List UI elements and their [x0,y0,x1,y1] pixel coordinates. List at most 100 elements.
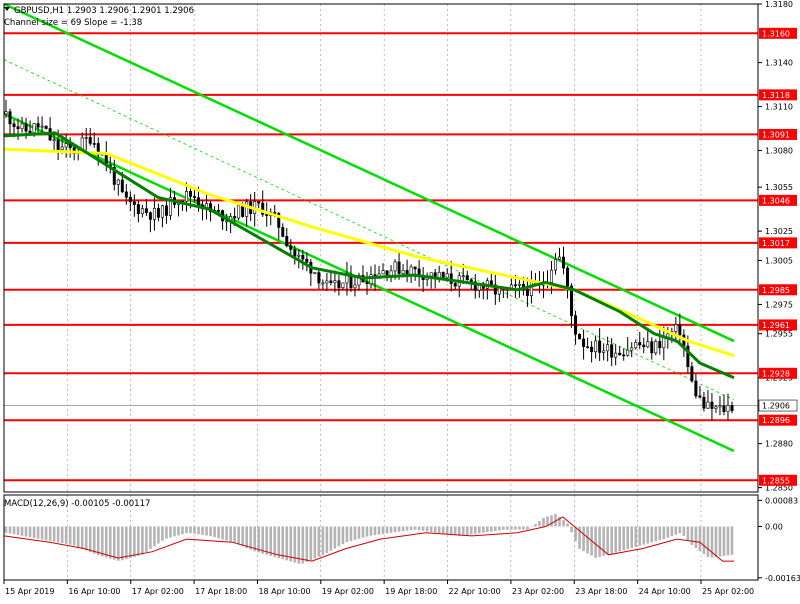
candle-body [93,143,95,144]
candle-body [53,140,55,141]
macd-bar [707,526,710,556]
macd-bar [646,526,649,543]
macd-bar [141,526,144,554]
candle-body [622,355,624,356]
macd-bar [85,526,88,550]
candle-body [518,284,520,285]
candle-body [699,396,701,397]
macd-bar [699,526,702,551]
macd-bar [249,526,252,549]
candle-body [298,255,300,256]
candle-body [695,381,697,396]
macd-bar [426,526,429,531]
candle-body [153,208,155,219]
candle-body [45,126,47,128]
candle-body [25,124,27,131]
macd-bar [185,526,188,533]
macd-bar [606,526,609,554]
macd-bar [550,515,553,526]
ma-fast-line [4,133,734,378]
macd-bar [121,526,124,560]
candle-body [57,140,59,150]
macd-bar [494,526,497,531]
candle-body [193,196,195,197]
macd-y-tick-label: 0.00 [765,522,783,531]
macd-bar [626,526,629,549]
macd-bar [302,526,305,563]
macd-bar [326,526,329,553]
candle-body [233,216,235,218]
macd-bar [446,526,449,534]
macd-label: MACD(12,26,9) -0.00105 -0.00117 [4,499,150,509]
level-label: 1.2928 [762,369,790,378]
candle-body [703,397,705,408]
macd-bar [153,526,156,546]
macd-bar [422,526,425,530]
candle-body [606,345,608,351]
macd-bar [482,526,485,532]
x-tick-label: 22 Apr 10:00 [449,587,501,596]
macd-bar [289,526,292,561]
macd-bar [687,526,690,540]
macd-bar [378,526,381,534]
macd-bar [703,526,706,553]
level-label: 1.2961 [762,321,790,330]
candle-body [9,112,11,124]
candle-body [326,281,328,283]
y-tick-label: 1.3140 [765,59,793,68]
x-tick-label: 23 Apr 02:00 [512,587,564,596]
macd-bar [414,526,417,529]
macd-bar [117,526,120,560]
triangle-down-icon[interactable] [4,7,10,11]
candle-body [719,406,721,407]
macd-bar [157,526,160,543]
macd-bar [281,526,284,559]
macd-bar [594,526,597,557]
candle-body [354,285,356,288]
y-tick-label: 1.3025 [765,227,793,236]
candle-body [266,214,268,215]
macd-bar [538,521,541,526]
macd-bar [470,526,473,534]
channel-mid-line [4,60,734,400]
macd-bar [458,526,461,535]
macd-bar [462,526,465,535]
macd-bar [318,526,321,556]
level-label: 1.3046 [762,196,790,205]
y-tick-label: 1.3055 [765,183,793,192]
candle-body [149,213,151,220]
moving-averages [4,133,734,378]
candle-body [582,339,584,347]
macd-bar [715,526,718,557]
candle-body [21,124,23,129]
x-tick-label: 19 Apr 02:00 [322,587,374,596]
x-tick-label: 24 Apr 10:00 [639,587,691,596]
candle-body [574,316,576,334]
macd-bar [506,526,509,529]
candle-body [578,334,580,339]
macd-bar [149,526,152,549]
candle-body [598,341,600,353]
macd-bar [81,526,84,548]
macd-bar [542,518,545,526]
level-label: 1.3017 [762,239,790,248]
candle-body [514,285,516,286]
y-tick-label: 1.3080 [765,147,793,156]
grid [4,4,701,580]
candle-body [550,270,552,282]
candle-body [302,255,304,259]
candle-body [133,202,135,205]
candle-body [614,353,616,357]
macd-bar [642,526,645,544]
macd-bar [253,526,256,551]
x-tick-label: 17 Apr 18:00 [195,587,247,596]
x-tick-label: 17 Apr 02:00 [132,587,184,596]
macd-y-tick-label: 0.00083 [765,496,798,505]
macd-bar [410,526,413,530]
macd-bar [358,526,361,538]
macd-bar [526,526,529,529]
macd-bar [394,526,397,532]
candle-body [679,324,681,334]
candle-body [17,127,19,129]
